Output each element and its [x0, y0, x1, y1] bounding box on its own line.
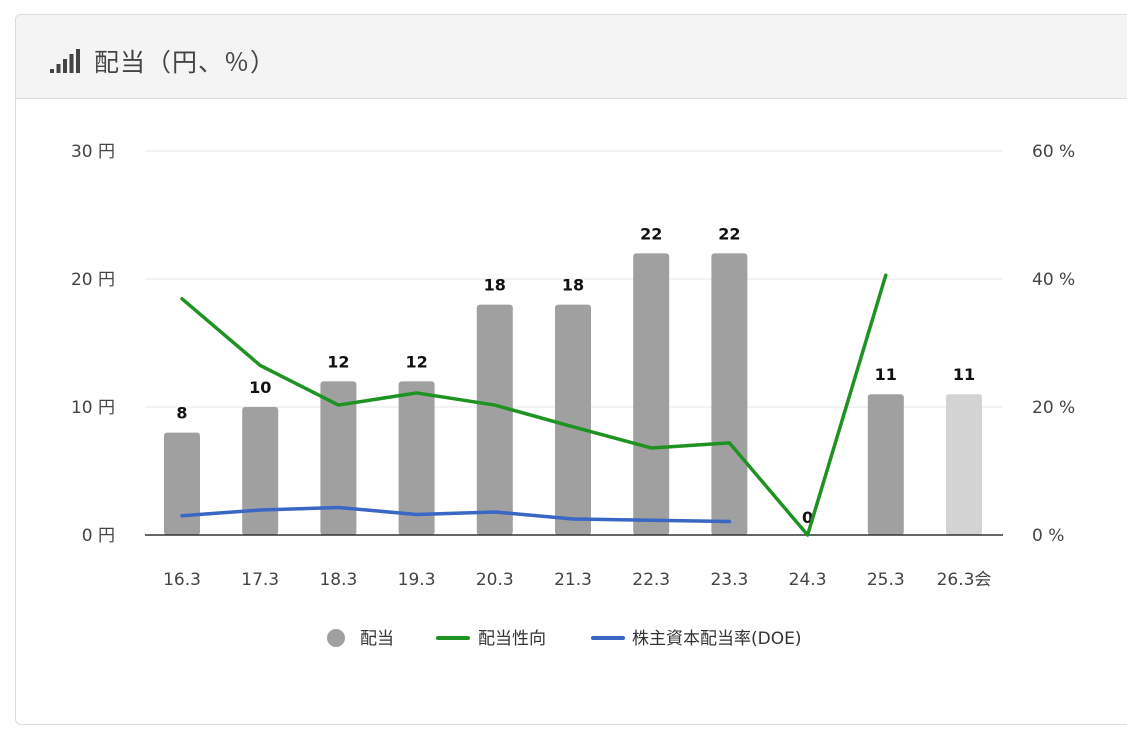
bar-data-label: 11	[875, 365, 897, 384]
x-tick-label: 23.3	[710, 570, 748, 590]
bar-data-label: 12	[405, 352, 427, 371]
x-tick-label: 18.3	[319, 570, 357, 590]
bar-data-label: 8	[176, 404, 187, 423]
dividend-panel: 配当（円、％）	[15, 14, 1127, 725]
bar-data-label: 11	[953, 365, 975, 384]
bar-data-label: 18	[484, 276, 506, 295]
bar-data-label: 10	[249, 378, 271, 397]
bar[interactable]	[398, 381, 435, 535]
bar[interactable]	[711, 253, 748, 535]
y-left-tick-label: 30 円	[71, 142, 115, 162]
x-tick-label: 25.3	[867, 570, 905, 590]
legend-label-doe[interactable]: 株主資本配当率(DOE)	[632, 629, 801, 649]
y-left-tick-label: 0 円	[82, 526, 115, 546]
bar[interactable]	[633, 253, 670, 535]
x-tick-label: 22.3	[632, 570, 670, 590]
x-tick-label: 19.3	[398, 570, 436, 590]
bar[interactable]	[555, 304, 591, 535]
bar-data-label: 18	[562, 276, 584, 295]
bar[interactable]	[320, 381, 357, 535]
bar-data-label: 12	[327, 352, 349, 371]
x-tick-label: 17.3	[241, 570, 279, 590]
legend-label-dividend[interactable]: 配当	[360, 629, 394, 649]
legend-label-payout-ratio[interactable]: 配当性向	[478, 629, 546, 649]
doe-line[interactable]	[180, 505, 732, 524]
y-right-tick-label: 0 %	[1032, 526, 1064, 546]
bar-signal-icon	[50, 49, 80, 73]
bar[interactable]	[867, 394, 904, 535]
legend-marker-dividend	[327, 629, 345, 647]
bar-data-label: 22	[718, 224, 740, 243]
bar[interactable]	[242, 407, 279, 535]
y-right-tick-label: 60 %	[1032, 142, 1075, 162]
x-tick-label: 24.3	[789, 570, 827, 590]
x-tick-label: 26.3会	[937, 570, 992, 590]
x-tick-label: 20.3	[476, 570, 514, 590]
payout-ratio-line[interactable]	[180, 273, 888, 537]
y-left-tick-label: 20 円	[71, 270, 115, 290]
x-tick-label: 21.3	[554, 570, 592, 590]
panel-header: 配当（円、％）	[16, 15, 1127, 99]
y-right-tick-label: 40 %	[1032, 270, 1075, 290]
bar[interactable]	[476, 304, 513, 535]
bar-data-label: 0	[802, 508, 813, 527]
x-tick-label: 16.3	[163, 570, 201, 590]
y-right-tick-label: 20 %	[1032, 398, 1075, 418]
panel-title: 配当（円、％）	[94, 48, 277, 77]
y-left-tick-label: 10 円	[71, 398, 115, 418]
bar-data-label: 22	[640, 224, 662, 243]
bar[interactable]	[164, 432, 200, 535]
bar[interactable]	[946, 394, 982, 535]
